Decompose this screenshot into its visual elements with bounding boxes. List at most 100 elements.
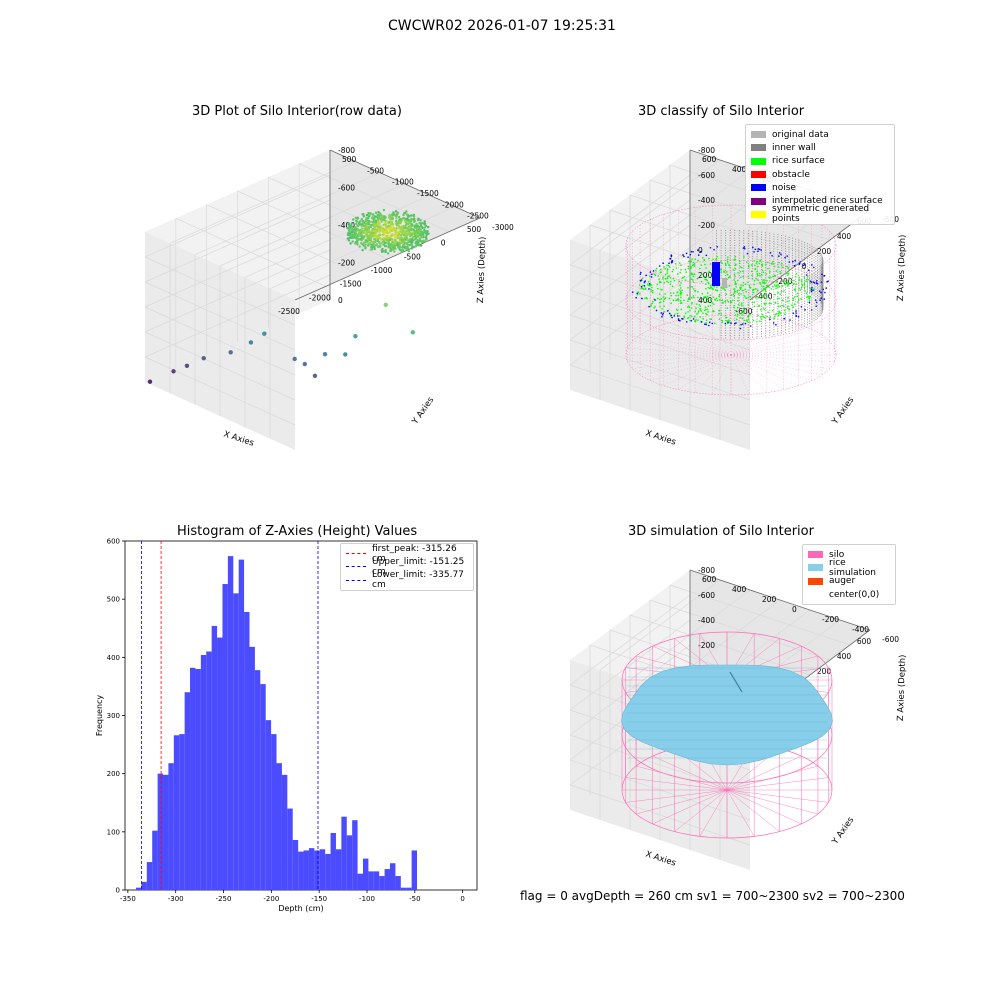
x-tick-label: -2000 bbox=[309, 293, 331, 302]
surface-point bbox=[384, 248, 387, 252]
rice-surface-point bbox=[700, 280, 703, 283]
noise-point bbox=[727, 321, 729, 324]
noise-point bbox=[820, 281, 823, 283]
rice-surface-point bbox=[664, 277, 667, 280]
rice-surface-point bbox=[680, 268, 682, 271]
surface-point bbox=[360, 230, 363, 233]
legend-label: center(0,0) bbox=[829, 589, 880, 600]
rice-surface-point bbox=[809, 282, 812, 285]
surface-point bbox=[359, 237, 362, 240]
rice-surface-point bbox=[740, 293, 743, 295]
noise-point bbox=[690, 320, 693, 322]
surface-point bbox=[418, 231, 422, 234]
rice-surface-point bbox=[687, 300, 689, 303]
silo-floor-spoke bbox=[730, 354, 835, 363]
surface-point bbox=[358, 231, 361, 234]
surface-point bbox=[379, 226, 382, 229]
scatter-point bbox=[343, 352, 348, 357]
rice-surface-point bbox=[732, 293, 735, 296]
z-tick-label: -200 bbox=[698, 221, 715, 230]
noise-point bbox=[690, 250, 693, 253]
rice-surface-point bbox=[683, 299, 685, 302]
noise-point bbox=[704, 323, 706, 325]
rice-surface-point bbox=[666, 272, 669, 274]
noise-point bbox=[670, 255, 673, 258]
surface-point bbox=[346, 227, 349, 230]
rice-surface-point bbox=[641, 287, 644, 290]
surface-point bbox=[407, 219, 410, 222]
noise-point bbox=[813, 266, 815, 269]
histogram-bar bbox=[373, 871, 380, 890]
histogram-bar bbox=[352, 820, 358, 890]
rice-surface-point bbox=[798, 276, 801, 279]
x-tick-label: -500 bbox=[404, 252, 421, 261]
noise-point bbox=[662, 312, 664, 315]
surface-point bbox=[391, 240, 394, 244]
rice-surface-point bbox=[682, 276, 684, 279]
rice-surface-point bbox=[699, 307, 701, 310]
surface-point bbox=[379, 245, 382, 248]
rice-surface-point bbox=[793, 288, 796, 291]
rice-surface-point bbox=[669, 280, 672, 283]
surface-point bbox=[372, 231, 375, 235]
rice-surface-point bbox=[762, 279, 764, 281]
legend-swatch bbox=[808, 551, 823, 559]
rice-surface-point bbox=[699, 267, 701, 270]
rice-surface-point bbox=[677, 294, 680, 297]
rice-surface-point bbox=[767, 267, 769, 270]
surface-point bbox=[403, 245, 406, 249]
histogram-bar bbox=[265, 720, 272, 890]
surface-point bbox=[397, 246, 400, 249]
surface-point bbox=[387, 246, 390, 249]
surface-point bbox=[425, 237, 428, 241]
surface-point bbox=[378, 230, 381, 234]
scatter-point bbox=[171, 369, 176, 374]
silo-floor-spoke bbox=[625, 789, 728, 803]
rice-surface-point bbox=[793, 283, 795, 286]
y-tick-label: 500 bbox=[342, 155, 357, 164]
surface-point bbox=[416, 218, 420, 222]
rice-surface-point bbox=[753, 283, 755, 286]
noise-point bbox=[658, 265, 661, 267]
noise-point bbox=[805, 274, 808, 276]
rice-surface-point bbox=[749, 295, 752, 298]
rice-surface-point bbox=[684, 312, 687, 314]
noise-point bbox=[775, 324, 777, 326]
noise-point bbox=[808, 301, 811, 304]
noise-point bbox=[697, 254, 700, 256]
rice-surface-point bbox=[673, 279, 676, 282]
surface-point bbox=[372, 242, 375, 245]
rice-surface-point bbox=[692, 288, 695, 290]
rice-surface-point bbox=[679, 294, 682, 296]
silo-floor-spoke bbox=[726, 777, 829, 791]
scatter-point bbox=[353, 333, 358, 339]
surface-point bbox=[419, 219, 422, 222]
rice-surface-point bbox=[800, 298, 802, 300]
rice-surface-point bbox=[733, 288, 736, 290]
rice-surface-point bbox=[659, 305, 661, 308]
y-tick-label: -1000 bbox=[392, 178, 414, 187]
legend-item-original-data: original data bbox=[751, 128, 889, 141]
rice-surface-point bbox=[784, 280, 787, 282]
rice-surface-point bbox=[726, 260, 729, 263]
rice-surface-point bbox=[653, 307, 655, 309]
rice-surface-point bbox=[706, 298, 709, 301]
rice-surface-point bbox=[704, 275, 706, 278]
surface-point bbox=[405, 233, 408, 236]
histogram-bar bbox=[362, 858, 369, 890]
histogram-bar bbox=[303, 850, 309, 890]
surface-point bbox=[405, 210, 408, 213]
rice-surface-point bbox=[709, 284, 712, 287]
histogram-bar bbox=[281, 774, 288, 890]
noise-point bbox=[824, 291, 826, 294]
rice-surface-point bbox=[705, 319, 708, 322]
rice-surface-point bbox=[720, 271, 723, 273]
surface-point bbox=[376, 221, 380, 225]
noise-point bbox=[735, 322, 737, 324]
rice-surface-point bbox=[755, 277, 757, 280]
noise-point bbox=[798, 263, 801, 266]
rice-surface-point bbox=[762, 307, 765, 309]
surface-point bbox=[395, 217, 398, 220]
rice-surface-point bbox=[734, 268, 737, 270]
surface-point bbox=[413, 219, 416, 222]
